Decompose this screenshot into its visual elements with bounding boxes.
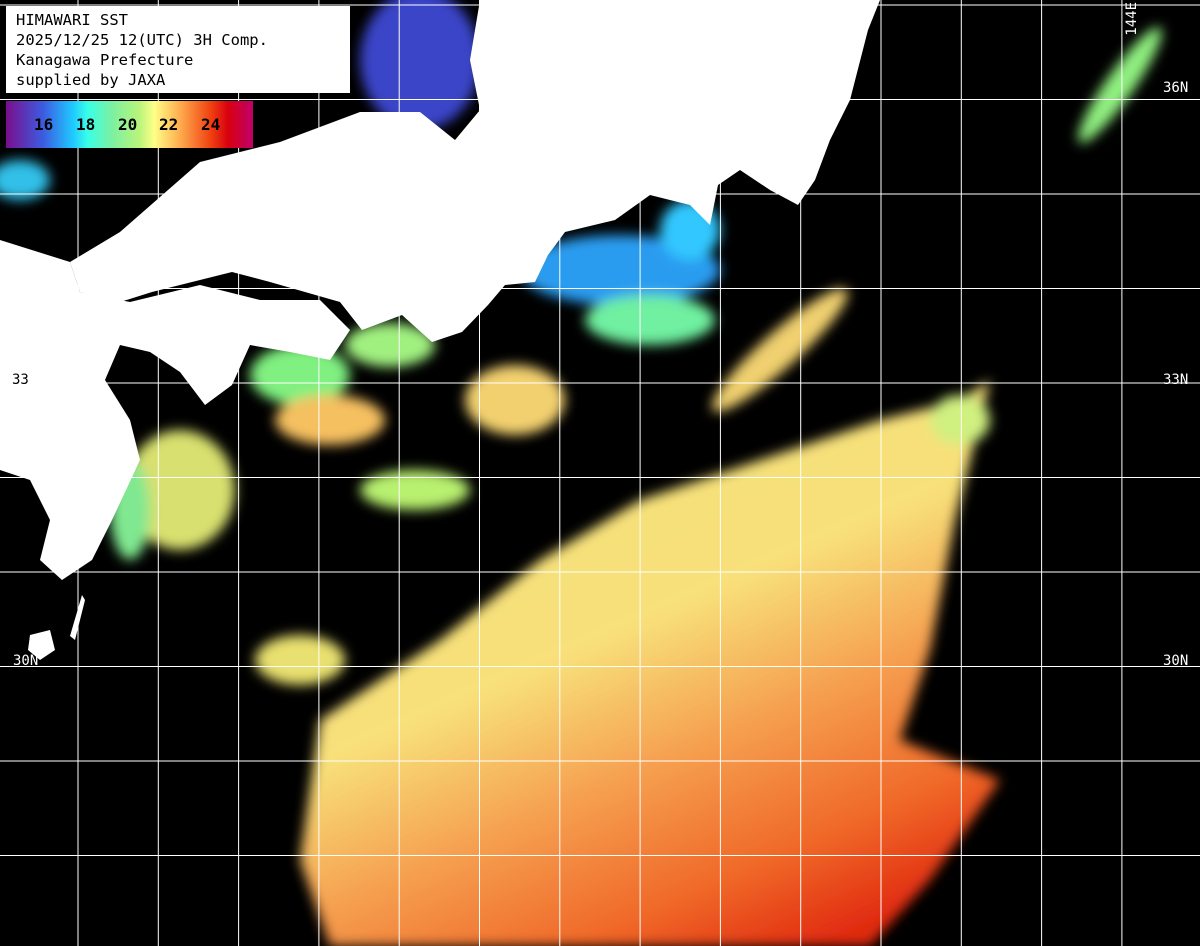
lat-label-33n: 33N xyxy=(1163,372,1189,388)
lat-label-30n: 30N xyxy=(1163,653,1189,669)
sst-blob-yellow2 xyxy=(255,635,345,685)
land-yakushima xyxy=(28,630,55,660)
lon-label-144e: 144E xyxy=(1124,2,1140,36)
sst-blob-lime xyxy=(360,470,470,510)
title-datetime: 2025/12/25 12(UTC) 3H Comp. xyxy=(16,31,268,49)
colorbar-legend: 16 18 20 22 24 xyxy=(6,101,253,148)
sst-blob-green3 xyxy=(345,323,435,367)
sst-blob-coast xyxy=(125,430,235,550)
sst-blob-green2 xyxy=(250,345,350,405)
colorbar-label-20: 20 xyxy=(118,115,138,134)
title-credit: supplied by JAXA xyxy=(16,71,166,89)
sst-blob-orange1 xyxy=(275,395,385,445)
colorbar-label-24: 24 xyxy=(201,115,221,134)
sst-warm-region xyxy=(300,380,1000,946)
land-shikoku-kyushu xyxy=(0,240,350,580)
lat-label-33-left: 33 xyxy=(12,372,29,388)
sst-blob-blue xyxy=(520,235,720,305)
sst-blob-green1 xyxy=(585,295,715,345)
land-honshu xyxy=(70,0,880,342)
sst-blob-cyan-left xyxy=(0,160,50,200)
sst-blob-purple xyxy=(360,0,480,130)
lon-label-136e: 136E xyxy=(481,2,497,36)
lat-label-30n-left: 30N xyxy=(13,653,39,669)
lat-label-36n: 36N xyxy=(1163,80,1189,96)
title-product: HIMAWARI SST xyxy=(16,11,128,29)
title-region: Kanagawa Prefecture xyxy=(16,51,194,69)
sst-blob-east xyxy=(930,395,990,445)
title-box: HIMAWARI SST 2025/12/25 12(UTC) 3H Comp.… xyxy=(6,6,350,93)
sst-streak-yellow xyxy=(712,288,848,412)
sst-strip-144e xyxy=(1078,27,1162,143)
colorbar-label-22: 22 xyxy=(159,115,179,134)
colorbar-label-18: 18 xyxy=(76,115,96,134)
colorbar-label-16: 16 xyxy=(34,115,54,134)
